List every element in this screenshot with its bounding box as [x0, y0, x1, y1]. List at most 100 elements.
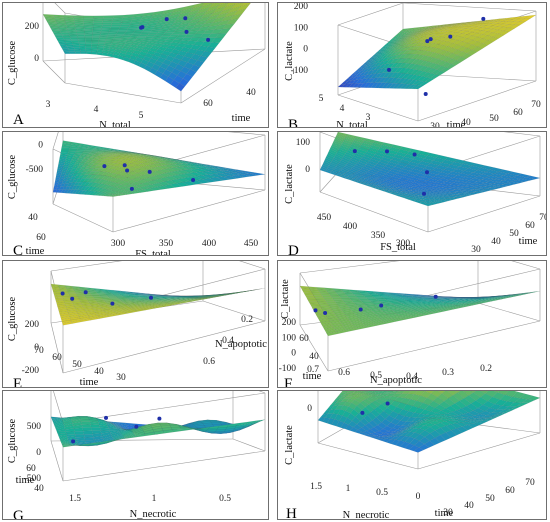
- z-tick-label: 0: [305, 165, 310, 175]
- surface-patch: [62, 35, 71, 38]
- surface-patch: [142, 188, 156, 192]
- y-tick-label: 70: [525, 478, 535, 488]
- surface-patch: [60, 32, 70, 35]
- x-tick-label: 0.6: [338, 368, 350, 378]
- surface-mesh: [52, 140, 266, 197]
- y-tick-label: 30: [430, 122, 440, 127]
- data-point: [313, 308, 318, 313]
- surface-patch: [98, 315, 110, 319]
- z-axis-label: C_glucose: [7, 40, 18, 85]
- data-point: [352, 149, 357, 154]
- surface-patch: [483, 417, 496, 421]
- data-point: [448, 34, 453, 39]
- y-tick-label: 50: [489, 114, 499, 124]
- panel-letter: G: [13, 508, 24, 520]
- z-tick-label: 0: [38, 141, 43, 151]
- surface-patch: [91, 47, 98, 50]
- surface-patch: [211, 3, 216, 5]
- data-points: [313, 294, 438, 315]
- x-tick-label: 4: [94, 105, 99, 115]
- surface-patch: [193, 59, 205, 68]
- surface-patch: [304, 294, 316, 298]
- surface-patch: [81, 424, 92, 428]
- box-edge: [112, 189, 266, 233]
- surface-patch: [142, 11, 155, 17]
- panel-letter: F: [284, 376, 293, 388]
- y-axis-label: time: [16, 475, 35, 486]
- box-edge: [417, 80, 537, 122]
- x-axis-label: FS_total: [135, 249, 171, 255]
- surface-patch: [236, 3, 251, 12]
- panel-letter: E: [13, 376, 23, 388]
- surface-patch: [221, 4, 236, 12]
- surface-patch: [84, 36, 93, 38]
- surface-patch: [112, 14, 124, 19]
- surface-patch: [65, 24, 76, 28]
- surface-mesh: [317, 391, 541, 453]
- y-tick-label: 50: [509, 229, 519, 239]
- surface-patch: [92, 29, 102, 32]
- surface-patch: [79, 49, 87, 52]
- surface-mesh: [50, 416, 266, 448]
- y-axis-label: time: [447, 120, 466, 127]
- surface-patch: [134, 309, 147, 312]
- surface-patch: [336, 329, 348, 335]
- panel-letter: B: [288, 117, 299, 128]
- y-tick-label: 60: [513, 108, 523, 118]
- axis-box: [50, 391, 266, 482]
- x-tick-label: 0.4: [406, 372, 418, 382]
- surface-patch: [152, 10, 165, 16]
- panel-letter: C: [13, 243, 24, 256]
- surface-patch: [69, 35, 78, 38]
- surface-patch: [506, 181, 520, 185]
- data-point: [358, 307, 363, 312]
- surface-patch: [60, 147, 71, 151]
- surface-patch: [92, 26, 103, 29]
- surface-patch: [340, 391, 350, 393]
- surface-patch: [93, 20, 104, 23]
- data-point: [379, 303, 384, 308]
- surface-patch: [83, 17, 94, 21]
- surface-patch: [102, 18, 114, 21]
- surface-patch: [143, 26, 155, 30]
- data-point: [125, 168, 130, 173]
- surface-patch: [235, 421, 247, 427]
- y-axis-label: time: [80, 377, 99, 387]
- x-tick-label: 5: [319, 94, 324, 104]
- y-axis-label: time: [435, 508, 454, 519]
- data-point: [184, 29, 189, 34]
- surface-patch: [74, 51, 82, 54]
- surface-patch: [85, 41, 93, 44]
- surface-patch: [102, 22, 113, 26]
- surface-patch: [101, 26, 112, 29]
- surface-patch: [499, 410, 513, 415]
- surface-patch: [466, 49, 478, 56]
- surface-patch: [85, 45, 92, 48]
- surface-patch: [505, 407, 518, 413]
- surface-patch: [160, 12, 173, 18]
- surface-patch: [85, 49, 92, 52]
- surface-patch: [440, 67, 451, 73]
- y-tick-label: 40: [28, 213, 38, 223]
- z-tick-label: 500: [27, 422, 42, 432]
- box-edge: [337, 94, 419, 122]
- surface-patch: [244, 420, 257, 425]
- surface-patch: [53, 293, 63, 296]
- x-tick-label: 450: [317, 213, 332, 223]
- surface-patch: [125, 435, 137, 439]
- surface-patch: [234, 291, 247, 294]
- data-point: [83, 290, 88, 295]
- data-point: [191, 178, 196, 182]
- surface-patch: [62, 321, 73, 326]
- data-point: [412, 152, 417, 157]
- surface-patch: [119, 24, 131, 27]
- box-edge: [53, 391, 64, 424]
- box-edge: [64, 82, 182, 104]
- surface-patch: [225, 292, 238, 296]
- surface-patch: [424, 77, 435, 83]
- surface-patch: [62, 445, 73, 448]
- data-point: [102, 164, 107, 169]
- surface-patch: [437, 199, 449, 203]
- z-tick-label: -500: [26, 165, 44, 175]
